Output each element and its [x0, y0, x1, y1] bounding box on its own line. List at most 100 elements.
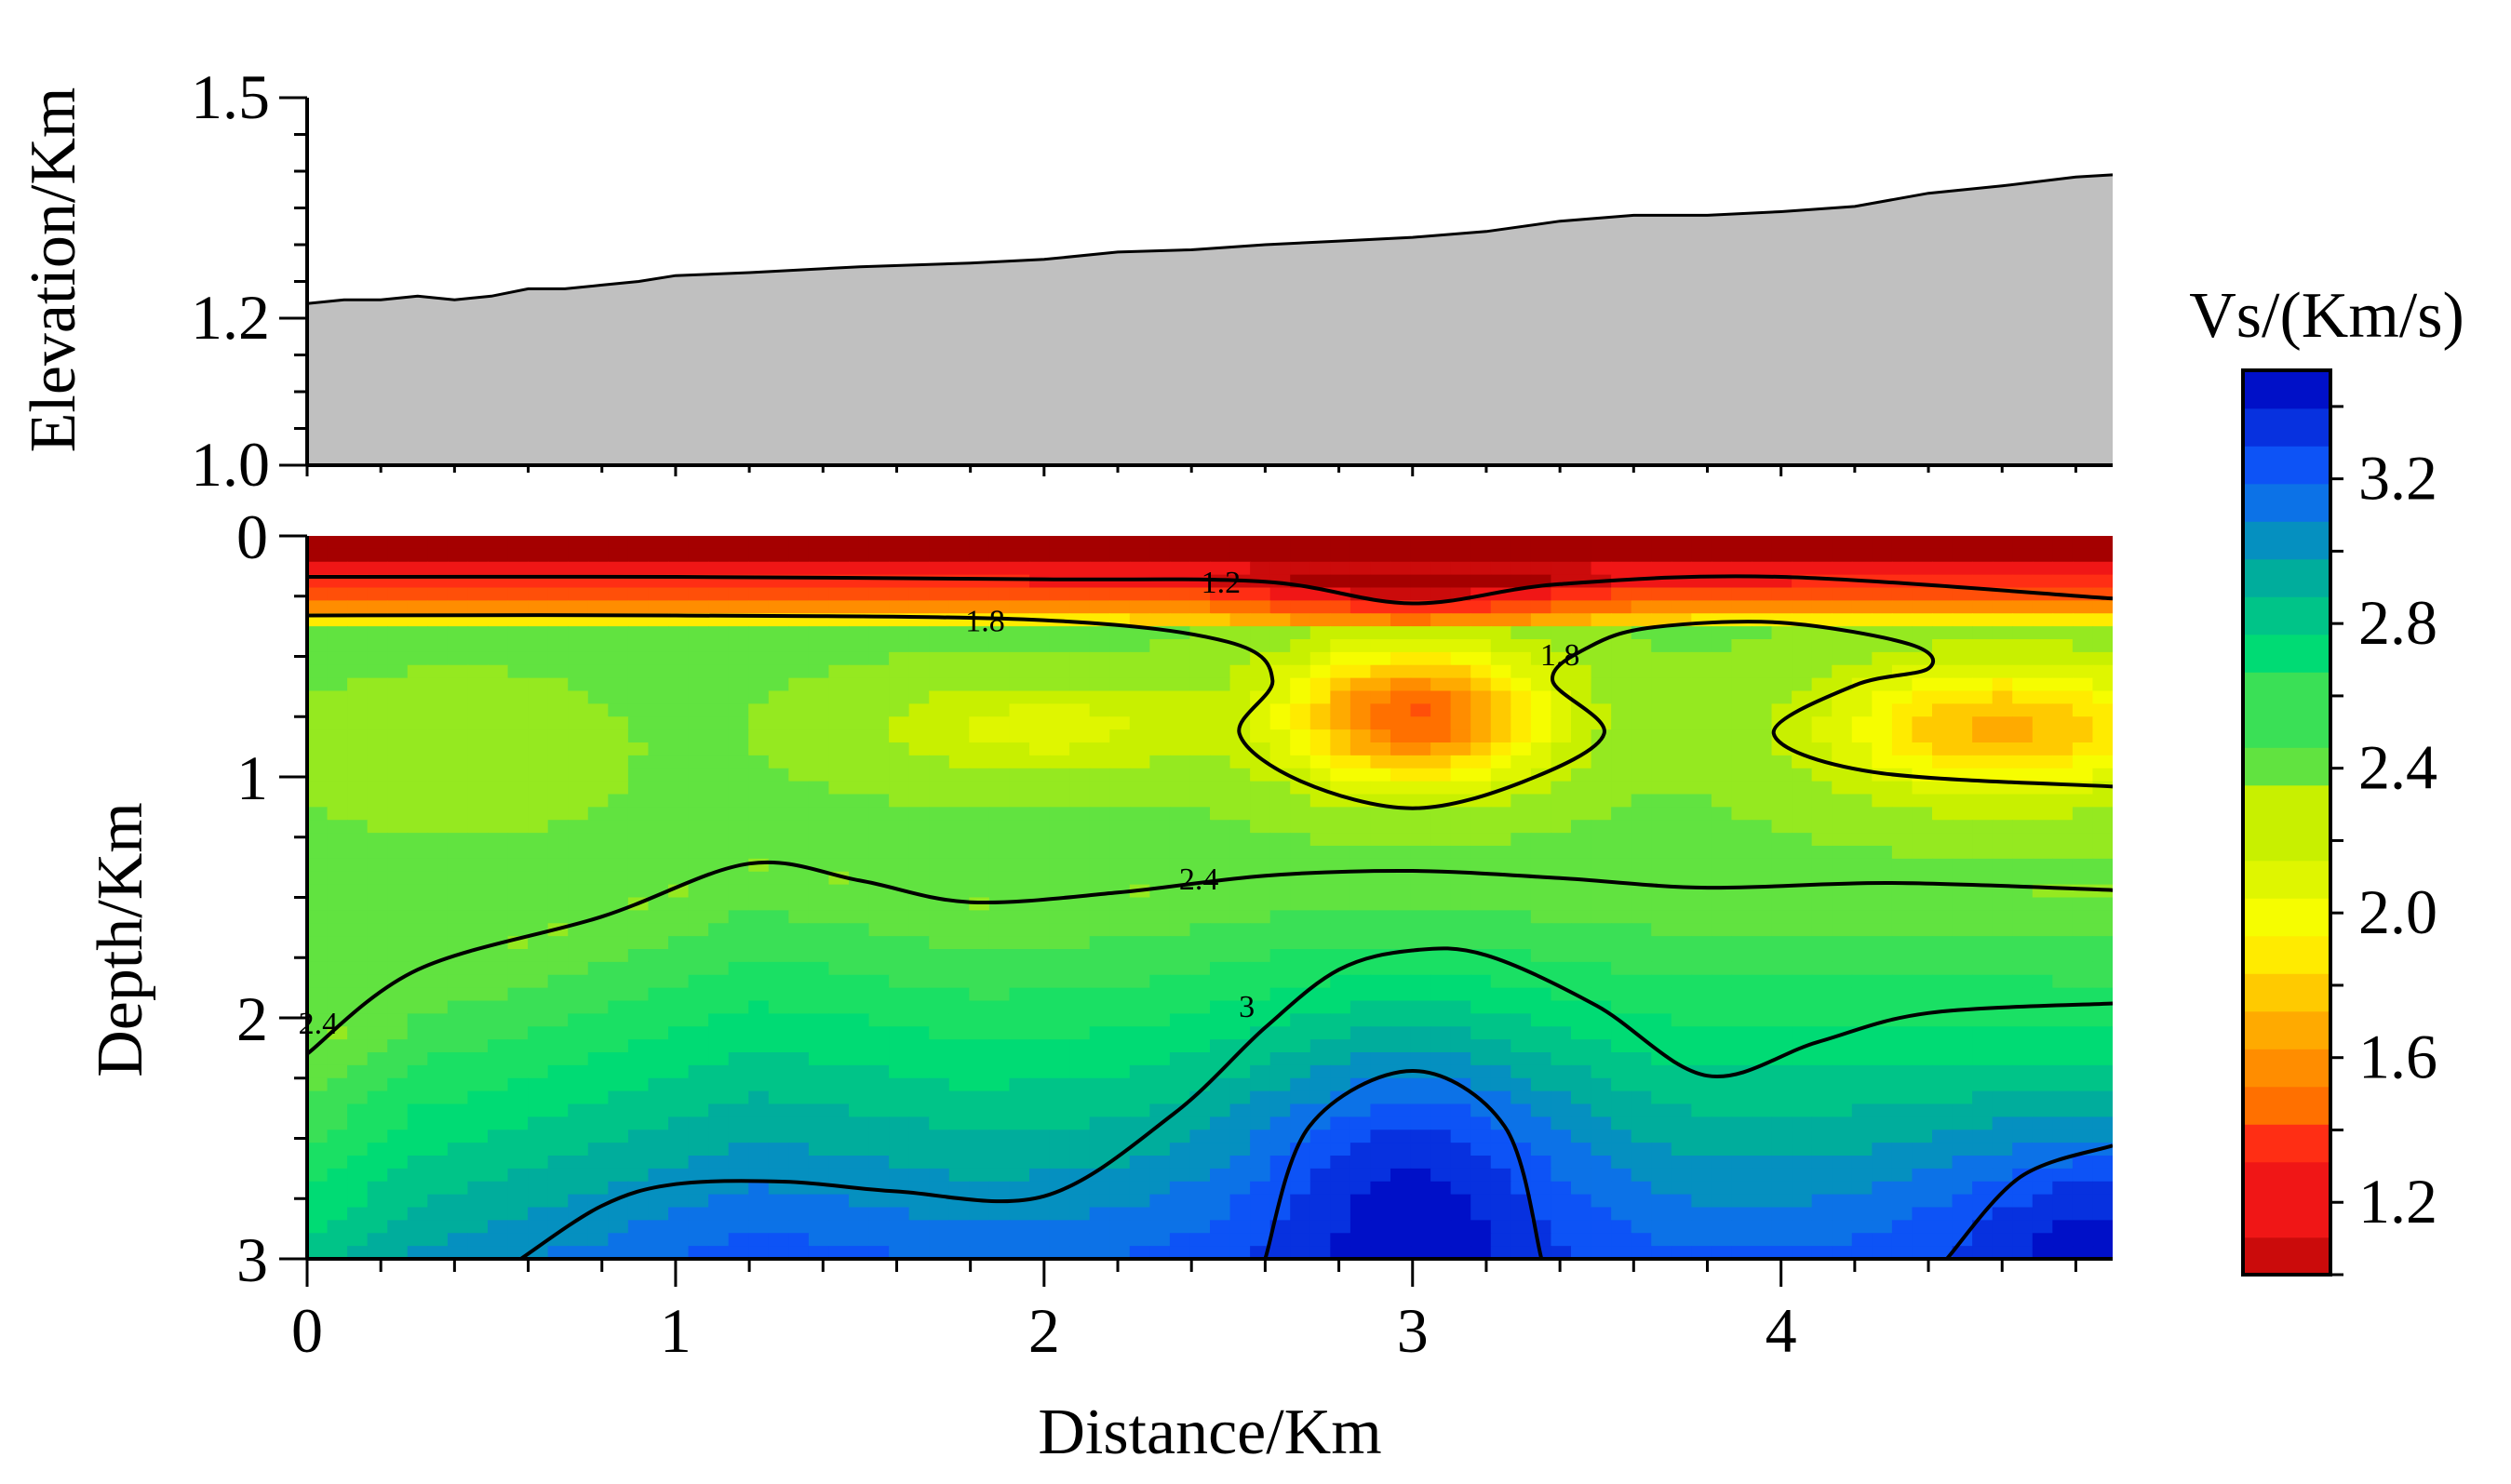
heatmap-cell: [1430, 923, 1452, 937]
heatmap-cell: [1792, 626, 1813, 640]
heatmap-cell: [1089, 574, 1111, 589]
heatmap-cell: [1349, 548, 1372, 563]
heatmap-cell: [2072, 1013, 2094, 1028]
heatmap-cell: [1671, 587, 1693, 602]
heatmap-cell: [748, 1233, 770, 1247]
heatmap-cell: [1932, 1130, 1954, 1143]
heatmap-cell: [1430, 833, 1452, 847]
heatmap-cell: [1631, 910, 1653, 925]
heatmap-cell: [1169, 1181, 1191, 1196]
heatmap-cell: [668, 1233, 690, 1247]
heatmap-cell: [547, 987, 570, 1002]
heatmap-cell: [1792, 768, 1813, 782]
heatmap-cell: [1651, 897, 1672, 912]
heatmap-cell: [828, 884, 850, 899]
heatmap-cell: [2012, 846, 2034, 860]
heatmap-cell: [1309, 1168, 1332, 1183]
heatmap-cell: [327, 1116, 348, 1131]
heatmap-cell: [1129, 794, 1151, 809]
heatmap-cell: [547, 949, 570, 963]
heatmap-cell: [1631, 613, 1653, 627]
heatmap-cell: [1490, 1130, 1512, 1143]
heatmap-cell: [1370, 781, 1391, 795]
heatmap-cell: [808, 1194, 830, 1209]
heatmap-cell: [347, 729, 369, 743]
heatmap-cell: [1792, 729, 1813, 743]
heatmap-cell: [1290, 1116, 1311, 1131]
heatmap-cell: [1169, 807, 1191, 822]
heatmap-cell: [608, 1039, 629, 1053]
heatmap-cell: [768, 820, 790, 834]
heatmap-cell: [1891, 1168, 1913, 1183]
heatmap-cell: [2092, 626, 2113, 640]
heatmap-cell: [808, 1143, 830, 1156]
heatmap-cell: [1029, 1181, 1051, 1196]
heatmap-cell: [1952, 781, 1973, 795]
heatmap-cell: [1851, 548, 1873, 563]
heatmap-cell: [1229, 858, 1251, 873]
heatmap-cell: [1029, 1064, 1051, 1079]
heatmap-cell: [1811, 1000, 1833, 1015]
heatmap-cell: [488, 974, 509, 989]
heatmap-cell: [387, 897, 409, 912]
heatmap-cell: [1611, 910, 1632, 925]
heatmap-cell: [1711, 729, 1733, 743]
heatmap-cell: [447, 1064, 469, 1079]
heatmap-cell: [1210, 1194, 1231, 1209]
heatmap-cell: [868, 639, 890, 653]
heatmap-cell: [1169, 613, 1191, 627]
heatmap-cell: [488, 858, 509, 873]
heatmap-cell: [1430, 1220, 1452, 1235]
heatmap-cell: [708, 1220, 730, 1235]
heatmap-cell: [1269, 690, 1292, 705]
heatmap-cell: [547, 974, 570, 989]
heatmap-cell: [1309, 600, 1332, 615]
heatmap-cell: [1009, 1207, 1030, 1222]
heatmap-cell: [1631, 781, 1653, 795]
heatmap-cell: [1912, 561, 1933, 576]
heatmap-cell: [568, 639, 589, 653]
heatmap-cell: [808, 974, 830, 989]
heatmap-cell: [2092, 1156, 2113, 1170]
heatmap-cell: [2092, 1013, 2113, 1028]
heatmap-cell: [1269, 820, 1292, 834]
heatmap-cell: [1430, 1143, 1452, 1156]
heatmap-cell: [2052, 910, 2074, 925]
heatmap-cell: [1269, 639, 1292, 653]
heatmap-cell: [488, 897, 509, 912]
heatmap-cell: [1290, 561, 1311, 576]
heatmap-cell: [467, 755, 489, 769]
heatmap-cell: [1269, 1116, 1292, 1131]
heatmap-cell: [1551, 1026, 1572, 1040]
heatmap-cell: [889, 1077, 910, 1092]
heatmap-cell: [1109, 949, 1131, 963]
heatmap-cell: [1752, 949, 1773, 963]
heatmap-cell: [1651, 561, 1672, 576]
heatmap-cell: [948, 561, 971, 576]
heatmap-cell: [1992, 1207, 2014, 1222]
heatmap-cell: [828, 587, 850, 602]
heatmap-cell: [708, 1064, 730, 1079]
heatmap-cell: [547, 1039, 570, 1053]
heatmap-cell: [1611, 600, 1632, 615]
heatmap-cell: [608, 1103, 629, 1118]
heatmap-cell: [467, 548, 489, 563]
heatmap-cell: [728, 716, 750, 730]
heatmap-cell: [1551, 600, 1572, 615]
heatmap-cell: [1410, 1103, 1431, 1118]
heatmap-cell: [1129, 1168, 1151, 1183]
heatmap-cell: [1169, 1168, 1191, 1183]
heatmap-cell: [1290, 794, 1311, 809]
heatmap-cell: [1551, 1233, 1572, 1247]
heatmap-cell: [2032, 1220, 2054, 1235]
heatmap-cell: [1651, 833, 1672, 847]
heatmap-cell: [1771, 820, 1793, 834]
heatmap-cell: [1410, 897, 1431, 912]
heatmap-cell: [668, 664, 690, 679]
heatmap-cell: [788, 910, 810, 925]
heatmap-cell: [1349, 807, 1372, 822]
heatmap-cell: [808, 677, 830, 692]
heatmap-cell: [1952, 846, 1973, 860]
heatmap-cell: [1832, 781, 1853, 795]
heatmap-cell: [828, 1052, 850, 1066]
